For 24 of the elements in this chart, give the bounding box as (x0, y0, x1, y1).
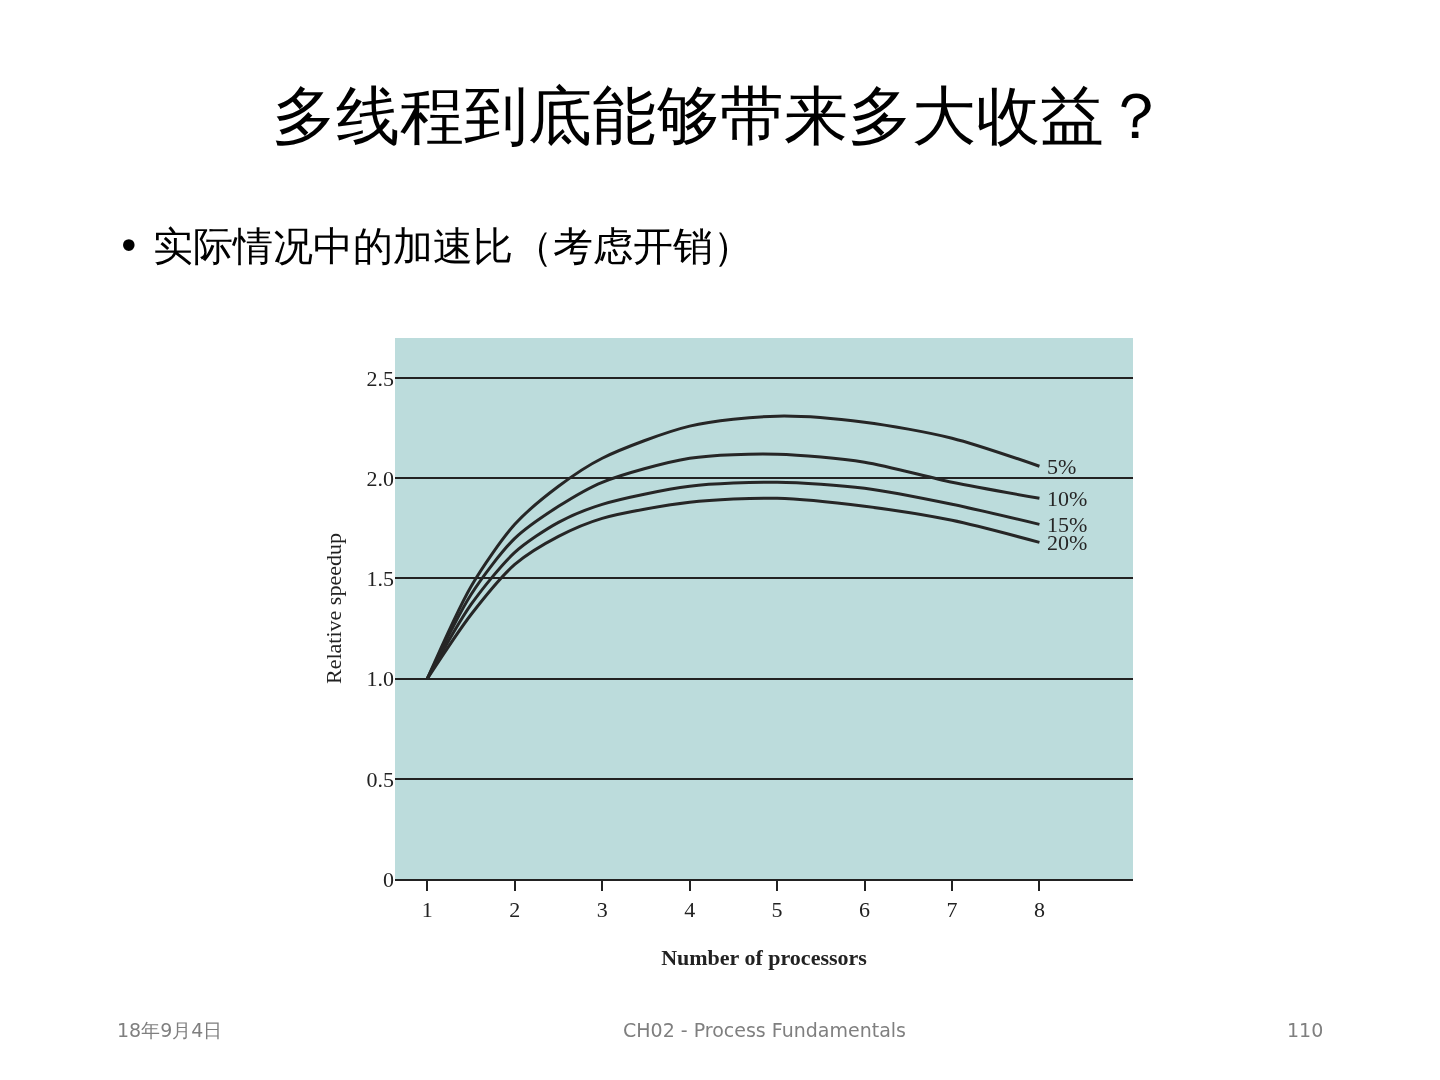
text: 18年9月4日 (117, 1019, 223, 1041)
x-axis-title: Number of processors (661, 944, 868, 970)
x-tick-label: 3 (596, 897, 608, 923)
x-tick-label: 2 (509, 897, 521, 923)
chart-subtitle: • 实际情况中的加速比（考虑开销） (117, 223, 754, 269)
series-label: 10% (1047, 486, 1088, 511)
x-tick-label: 5 (771, 897, 783, 923)
chart-title: 多线程到底能够带来多大收益？ (272, 78, 1168, 153)
series-label: 5% (1047, 454, 1077, 479)
x-tick-label: 4 (684, 897, 696, 923)
text: CH02 - Process Fundamentals (623, 1019, 906, 1041)
x-tick-label: 8 (1033, 897, 1045, 923)
y-tick-label: 1.0 (366, 666, 394, 692)
x-tick-label: 7 (946, 897, 958, 923)
y-tick-label: 2.0 (366, 465, 394, 491)
y-tick-label: 2.5 (366, 365, 394, 391)
series-label: 15% (1047, 512, 1088, 537)
y-tick-label: 0.5 (366, 766, 394, 792)
x-tick-label: 1 (421, 897, 433, 923)
x-tick-label: 6 (859, 897, 871, 923)
y-tick-label: 0 (383, 866, 394, 892)
y-tick-label: 1.5 (366, 566, 394, 592)
y-axis-title: Relative speedup (321, 533, 347, 684)
text: 110 (1287, 1019, 1324, 1041)
